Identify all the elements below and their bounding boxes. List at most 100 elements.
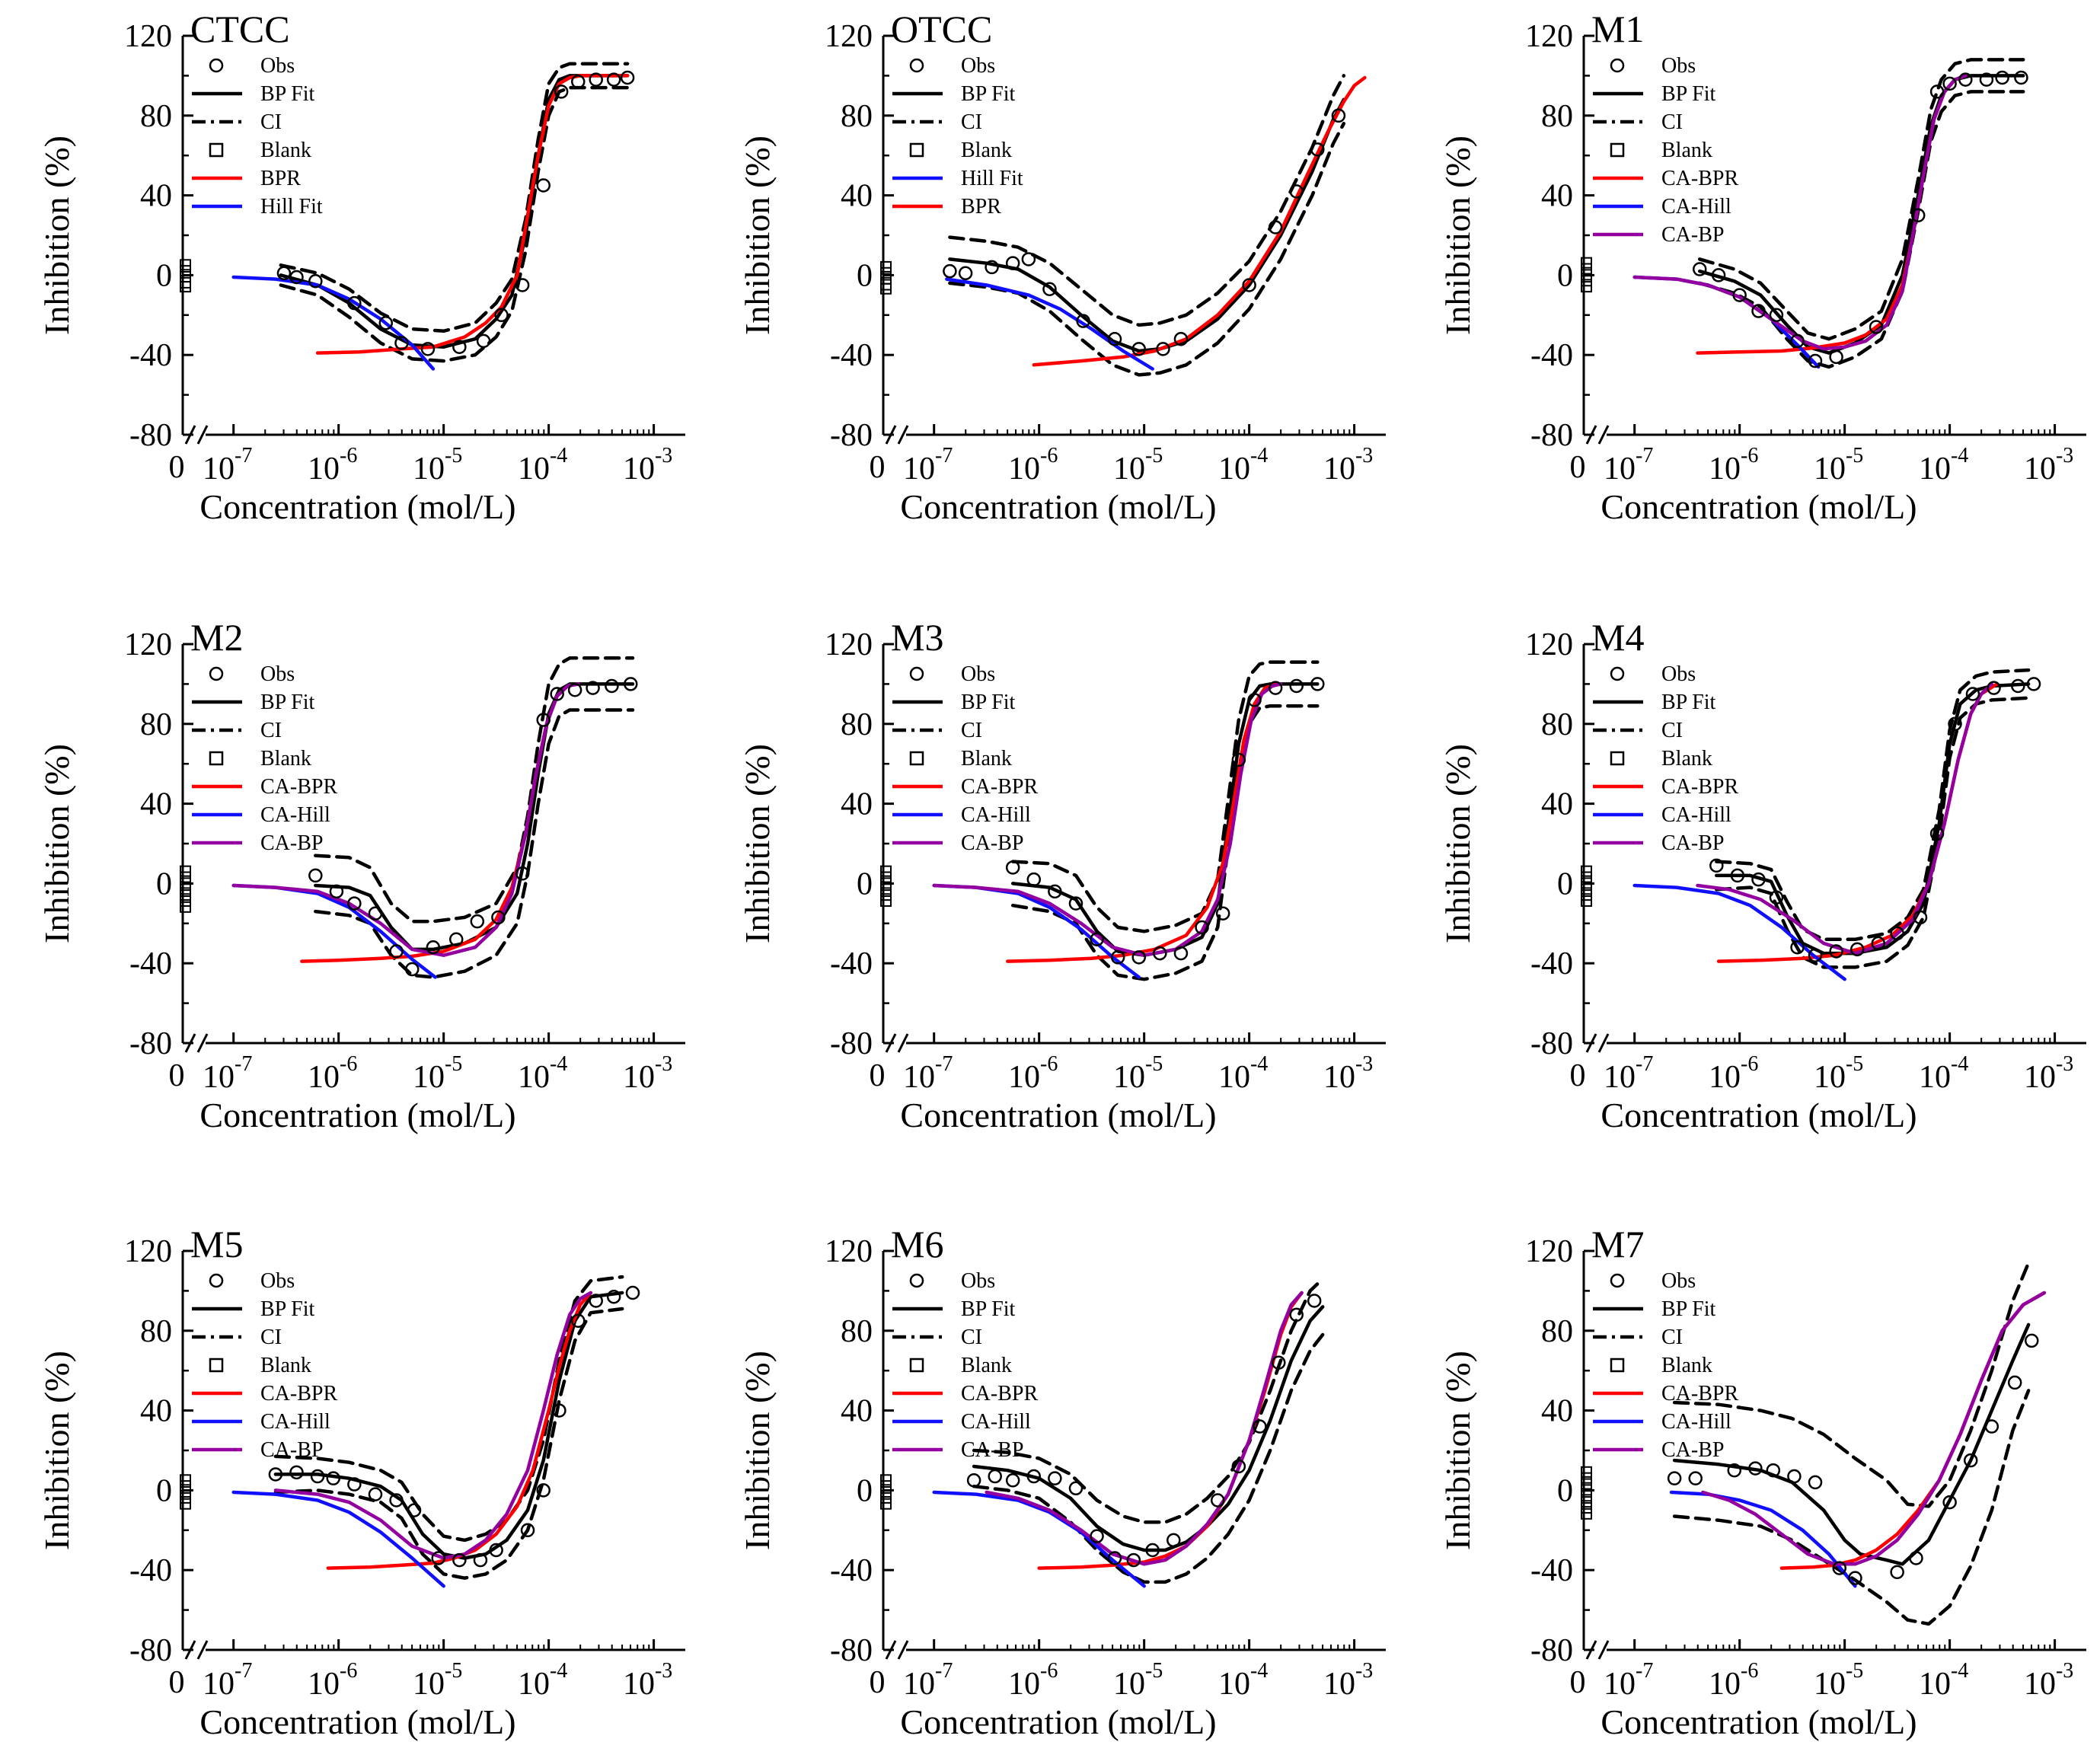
obs-point: [1832, 1561, 1847, 1575]
blank-marker: [1581, 877, 1592, 889]
y-tick-label: -80: [129, 1026, 172, 1061]
blank-marker: [1581, 1501, 1592, 1514]
legend-label: CA-BP: [1661, 223, 1724, 247]
x-tick-exponent: -6: [1741, 444, 1758, 467]
obs-point: [1210, 1493, 1225, 1508]
obs-point: [1929, 826, 1945, 841]
panel-title: M7: [1591, 1223, 1644, 1265]
y-tick-label: -80: [830, 1633, 873, 1668]
obs-point: [589, 1294, 603, 1308]
x-tick-exponent: -4: [550, 1052, 567, 1076]
y-axis-title: Inhibition (%): [738, 136, 777, 335]
obs-point: [1026, 872, 1042, 887]
blank-marker: [180, 865, 191, 877]
y-tick-label: 40: [841, 179, 873, 214]
x-tick-label: 10-4: [1919, 1659, 1968, 1702]
blank-marker: [880, 260, 892, 273]
legend-label: Blank: [260, 1354, 311, 1377]
series-ca-hill: [1632, 883, 1846, 981]
obs-point: [420, 342, 436, 356]
obs-point: [1231, 1459, 1246, 1474]
legend-blank-marker: [909, 1358, 924, 1373]
obs-point: [1231, 752, 1246, 767]
panel-title: M5: [190, 1223, 243, 1265]
legend-label: CA-BP: [260, 1438, 323, 1462]
obs-point: [473, 1552, 488, 1568]
blank-marker: [880, 865, 892, 877]
obs-point: [1711, 268, 1726, 282]
blank-marker: [1581, 1466, 1592, 1478]
legend-label: Obs: [260, 1269, 295, 1293]
x-tick-exponent: -5: [1145, 1659, 1163, 1683]
series-ca-hill: [1669, 1490, 1857, 1588]
x-tick-label: 10-3: [1323, 1052, 1373, 1095]
axis-break-mark: [1597, 425, 1610, 445]
x-tick-label: 10-6: [1709, 1052, 1758, 1095]
legend-label: CI: [961, 110, 982, 134]
legend-label: CA-BP: [961, 831, 1023, 855]
x-tick-base: 10: [1323, 1667, 1355, 1702]
x-tick-exponent: -7: [1636, 444, 1653, 467]
obs-point: [1272, 1355, 1286, 1370]
series-ci: [1672, 1389, 2031, 1626]
x-tick-exponent: -4: [1250, 1659, 1268, 1683]
obs-point: [1076, 314, 1090, 328]
legend-label: CA-Hill: [260, 1410, 330, 1434]
x-tick-base: 10: [518, 451, 550, 487]
obs-point: [394, 336, 409, 350]
obs-point: [1090, 932, 1104, 947]
legend-label: CA-BPR: [961, 1382, 1038, 1405]
obs-point: [1787, 1469, 1802, 1484]
x-tick-label: 10-6: [1008, 1052, 1058, 1095]
obs-point: [1751, 304, 1766, 318]
x-tick-label: 10-3: [2024, 444, 2073, 487]
y-tick-label: 80: [1541, 707, 1573, 742]
obs-point: [1331, 108, 1346, 123]
x-tick-exponent: -3: [655, 1052, 672, 1076]
series-ca-bp: [1696, 682, 1994, 956]
blank-marker: [880, 266, 892, 279]
blank-marker: [1581, 263, 1592, 275]
obs-point: [347, 896, 362, 911]
y-axis-title: Inhibition (%): [1438, 1351, 1477, 1550]
legend-label: Obs: [961, 1269, 995, 1293]
x-tick-base: 10: [1008, 1060, 1040, 1095]
x-zero-tick-label: 0: [1570, 1058, 1586, 1093]
obs-point: [389, 944, 404, 959]
obs-point: [1890, 926, 1904, 941]
x-tick-label: 10-7: [203, 1052, 252, 1095]
axis-break-mark: [196, 425, 209, 445]
blank-marker: [180, 1480, 191, 1492]
panel-title: M3: [891, 616, 943, 659]
y-tick-label: 40: [1541, 179, 1573, 214]
y-axis-title: Inhibition (%): [37, 1351, 76, 1550]
legend-label: CI: [1661, 1326, 1683, 1349]
obs-point: [943, 263, 957, 279]
legend-label: CA-BP: [1661, 1438, 1724, 1462]
x-tick-label: 10-7: [203, 1659, 252, 1702]
x-tick-label: 10-4: [518, 444, 567, 487]
obs-point: [389, 1493, 404, 1508]
x-tick-label: 10-7: [903, 1659, 953, 1702]
obs-point: [268, 1467, 283, 1482]
x-axis-title: Concentration (mol/L): [199, 1096, 515, 1134]
x-tick-base: 10: [1008, 451, 1040, 487]
legend-label: CA-BP: [1661, 831, 1724, 855]
y-tick-label: -80: [830, 1026, 873, 1061]
y-tick-label: 40: [140, 1394, 172, 1429]
x-axis-title: Concentration (mol/L): [199, 1702, 515, 1741]
obs-point: [1026, 1469, 1042, 1484]
obs-point: [1131, 950, 1147, 965]
y-tick-label: -40: [129, 946, 172, 981]
y-tick-label: -40: [129, 338, 172, 373]
obs-point: [1769, 890, 1784, 905]
x-tick-base: 10: [1323, 1060, 1355, 1095]
obs-point: [1126, 1552, 1141, 1568]
series-ca-hill: [231, 1490, 445, 1588]
obs-point: [310, 1469, 325, 1484]
x-tick-label: 10-4: [1218, 1659, 1268, 1702]
x-axis-title: Concentration (mol/L): [1601, 487, 1916, 526]
